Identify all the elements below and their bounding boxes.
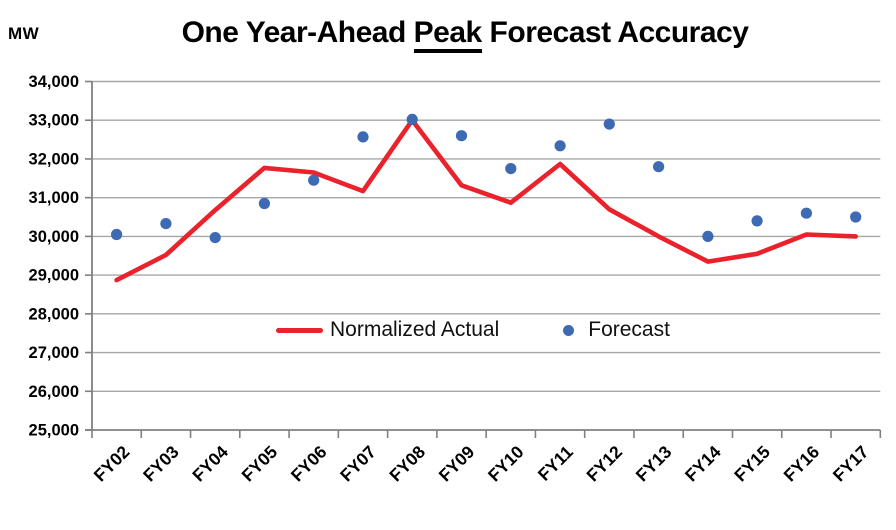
y-axis-label: 33,000	[29, 112, 79, 130]
forecast-point	[455, 130, 468, 142]
forecast-point	[308, 174, 320, 186]
forecast-point	[406, 113, 418, 125]
forecast-point	[702, 230, 714, 242]
y-axis-label: 27,000	[29, 344, 79, 362]
y-axis-label: 25,000	[29, 422, 79, 440]
forecast-point	[111, 228, 123, 241]
forecast-point	[800, 207, 813, 219]
x-axis-label: FY13	[632, 441, 676, 485]
forecast-point	[357, 131, 369, 143]
forecast-point	[505, 163, 517, 175]
x-axis-label: FY17	[829, 442, 873, 486]
y-axis-label: 28,000	[29, 305, 79, 323]
x-axis-label: FY08	[385, 441, 429, 485]
chart-title: One Year-Ahead Peak Forecast Accuracy	[30, 16, 896, 53]
forecast-point	[603, 118, 615, 130]
x-axis-label: FY03	[139, 441, 183, 485]
forecast-point	[850, 211, 862, 223]
x-axis-label: FY12	[582, 441, 626, 485]
y-axis-unit-label: MW	[8, 24, 40, 43]
x-axis-label: FY16	[780, 441, 824, 485]
x-axis-label: FY04	[188, 441, 232, 485]
y-axis-label: 26,000	[29, 383, 79, 401]
y-axis-label: 30,000	[29, 228, 79, 246]
x-axis-label: FY10	[484, 441, 528, 485]
y-axis-label: 29,000	[29, 267, 79, 285]
forecast-point	[258, 197, 270, 210]
x-axis-label: FY15	[730, 441, 774, 485]
chart-title-prefix: One Year-Ahead	[181, 16, 414, 49]
forecast-point	[554, 140, 566, 152]
forecast-point	[160, 218, 172, 230]
x-axis-label: FY14	[681, 441, 725, 485]
forecast-point	[209, 232, 221, 244]
y-axis-label: 32,000	[29, 150, 79, 168]
x-axis-label: FY02	[90, 441, 134, 485]
chart-title-suffix: Forecast Accuracy	[481, 16, 749, 49]
normalized-actual-line	[114, 117, 859, 283]
chart-title-underlined-word: Peak	[413, 17, 482, 53]
x-axis-label: FY09	[435, 441, 479, 485]
legend: Normalized Actual Forecast	[276, 318, 670, 342]
legend-line-swatch	[276, 327, 323, 333]
legend-label-normalized-actual: Normalized Actual	[330, 318, 500, 341]
forecast-point	[653, 161, 665, 173]
y-axis-label: 34,000	[29, 73, 79, 91]
legend-dot-swatch	[563, 324, 575, 336]
legend-label-forecast: Forecast	[588, 318, 670, 341]
x-axis-label: FY07	[336, 442, 380, 486]
x-axis-label: FY11	[534, 442, 577, 485]
y-axis-label: 31,000	[29, 189, 79, 207]
x-axis-label: FY06	[287, 441, 331, 485]
x-axis-label: FY05	[238, 441, 282, 485]
forecast-point	[751, 215, 763, 227]
